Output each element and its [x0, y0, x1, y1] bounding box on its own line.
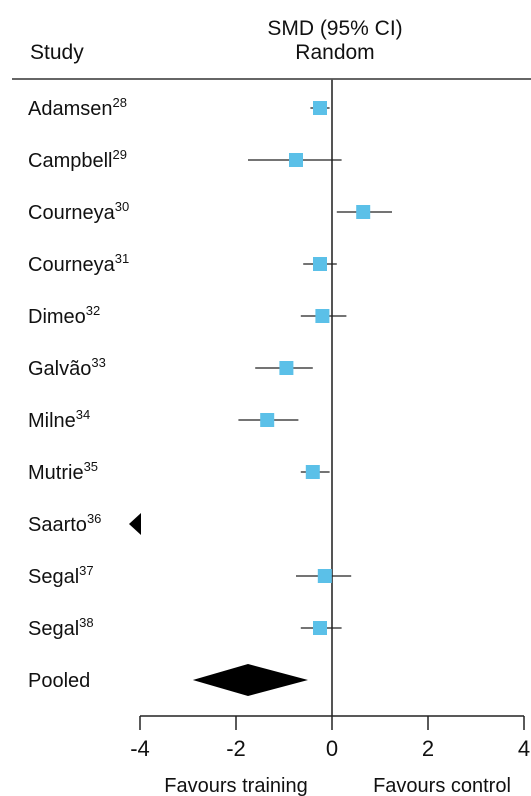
effect-marker [313, 257, 327, 271]
study-label: Courneya30 [28, 199, 129, 224]
effect-marker [305, 465, 320, 479]
metric-header-line1: SMD (95% CI) [267, 17, 403, 40]
study-label: Segal37 [28, 563, 94, 588]
study-label: Segal38 [28, 615, 94, 640]
x-label-favours-training: Favours training [164, 775, 307, 796]
study-name: Segal [28, 566, 79, 588]
effect-marker [279, 361, 294, 375]
effect-marker [317, 569, 332, 583]
x-tick-label: 0 [326, 736, 338, 761]
study-name: Milne [28, 410, 76, 432]
study-reference: 37 [79, 563, 93, 578]
effect-marker [289, 153, 303, 167]
pooled-label: Pooled [28, 670, 90, 692]
x-tick-label: 4 [518, 736, 530, 761]
study-name: Mutrie [28, 462, 84, 484]
study-label: Milne34 [28, 407, 90, 432]
study-label: Mutrie35 [28, 459, 98, 484]
study-label: Saarto36 [28, 511, 101, 536]
study-name: Adamsen [28, 98, 113, 120]
study-name: Galvão [28, 358, 91, 380]
study-name: Courneya [28, 254, 116, 276]
study-reference: 31 [115, 251, 129, 266]
study-name: Segal [28, 618, 79, 640]
off-scale-arrow [129, 513, 141, 535]
study-column-header: Study [30, 41, 84, 64]
study-reference: 29 [112, 147, 126, 162]
study-reference: 33 [91, 355, 105, 370]
effect-marker [356, 205, 371, 219]
x-tick-label: -4 [130, 736, 150, 761]
study-name: Campbell [28, 150, 112, 172]
study-label: Adamsen28 [28, 95, 127, 120]
study-label: Courneya31 [28, 251, 129, 276]
x-tick-label: -2 [226, 736, 246, 761]
study-reference: 34 [76, 407, 90, 422]
effect-marker [313, 101, 327, 115]
effect-marker [260, 413, 275, 427]
metric-header-line2: Random [295, 41, 375, 64]
study-reference: 38 [79, 615, 93, 630]
study-reference: 36 [87, 511, 101, 526]
metric-column-header: SMD (95% CI) Random [255, 17, 415, 65]
study-name: Saarto [28, 514, 87, 536]
study-reference: 32 [86, 303, 100, 318]
study-reference: 35 [84, 459, 98, 474]
study-name: Courneya [28, 202, 116, 224]
study-label: Dimeo32 [28, 303, 100, 328]
pooled-diamond [192, 664, 308, 696]
study-reference: 28 [113, 95, 127, 110]
effect-marker [313, 621, 327, 635]
study-reference: 30 [115, 199, 129, 214]
study-label: Galvão33 [28, 355, 106, 380]
x-tick-label: 2 [422, 736, 434, 761]
study-label: Campbell29 [28, 147, 127, 172]
study-name: Dimeo [28, 306, 86, 328]
effect-marker [315, 309, 330, 323]
x-label-favours-control: Favours control [373, 775, 511, 796]
